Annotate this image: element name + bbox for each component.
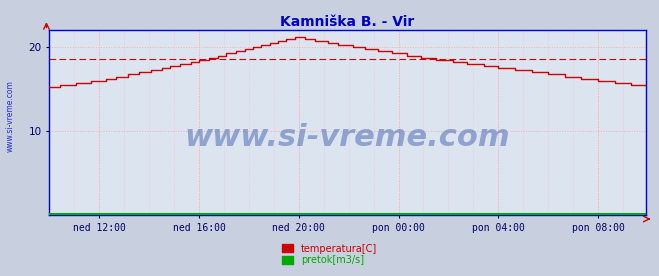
Text: www.si-vreme.com: www.si-vreme.com bbox=[185, 123, 511, 152]
Title: Kamniška B. - Vir: Kamniška B. - Vir bbox=[281, 15, 415, 29]
Legend: temperatura[C], pretok[m3/s]: temperatura[C], pretok[m3/s] bbox=[279, 241, 380, 268]
Text: www.si-vreme.com: www.si-vreme.com bbox=[5, 80, 14, 152]
